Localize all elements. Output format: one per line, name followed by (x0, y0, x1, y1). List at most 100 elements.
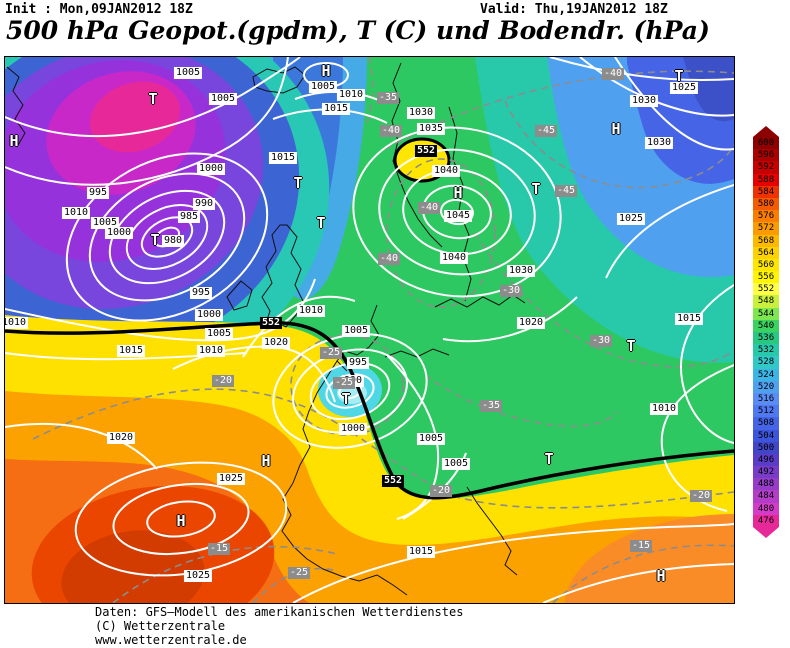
isobar-label: 1010 (649, 403, 679, 415)
chart-title: 500 hPa Geopot.(gpdm), T (C) und Bodendr… (6, 16, 710, 45)
colorbar-entry: 484 (753, 490, 779, 503)
geopotential-552-contour (5, 321, 734, 500)
pressure-center-letter: H (611, 120, 621, 138)
pressure-center-letter: H (656, 567, 666, 585)
colorbar-entry: 560 (753, 258, 779, 272)
isobar-label: 1020 (106, 432, 136, 444)
temperature-label: -30 (589, 335, 613, 347)
colorbar-scale: 600 596 592 588 584 580 576 572 568 564 560 556 552 5… (753, 137, 779, 527)
colorbar-arrow-down-icon (753, 527, 779, 538)
isobar-label: 1005 (204, 328, 234, 340)
colorbar-entry: 532 (753, 344, 779, 357)
geopotential-552-label: 552 (381, 475, 405, 487)
temperature-label: -45 (534, 125, 558, 137)
isobar-label: 1000 (104, 227, 134, 239)
temperature-label: -25 (319, 347, 343, 359)
colorbar-entry: 596 (753, 149, 779, 162)
colorbar-entry: 540 (753, 319, 779, 332)
isobar-label: 1005 (90, 217, 120, 229)
isobar-label: 1000 (338, 423, 368, 435)
pressure-center-letter: H (321, 62, 331, 80)
isobar-label: 1005 (341, 325, 371, 337)
temperature-label: -20 (689, 490, 713, 502)
colorbar-entry: 492 (753, 466, 779, 479)
pressure-center-letter: T (626, 337, 636, 355)
isobar-label: 1010 (5, 317, 29, 329)
isobar-label: 995 (189, 287, 213, 299)
isobar-label: 1010 (296, 305, 326, 317)
isobar-label: 1005 (308, 81, 338, 93)
isobar-label: 1015 (116, 345, 146, 357)
isobar-label: 1015 (406, 546, 436, 558)
isobar-label: 1025 (183, 570, 213, 582)
temperature-label: -35 (376, 92, 400, 104)
isobar-label: 1040 (439, 252, 469, 264)
map-canvas: 1005 1005 1000 995 1010 1005 1000 985 990 980 1015… (4, 56, 735, 604)
colorbar-entry: 528 (753, 356, 779, 369)
isobar-label: 1030 (644, 137, 674, 149)
colorbar-entry: 592 (753, 161, 779, 174)
isobar-label: 1040 (431, 165, 461, 177)
isobar-label: 1015 (674, 313, 704, 325)
colorbar-entry: 588 (753, 173, 779, 186)
colorbar-entry: 556 (753, 271, 779, 284)
isobar-label: 1010 (336, 89, 366, 101)
isobar-label: 1005 (441, 458, 471, 470)
isobar-label: 1030 (506, 265, 536, 277)
pressure-center-letter: T (674, 67, 684, 85)
pressure-center-letter: H (453, 184, 463, 202)
colorbar-entry: 496 (753, 453, 779, 467)
colorbar-entry: 568 (753, 234, 779, 247)
colorbar-entry: 488 (753, 478, 779, 491)
isobar-label: 1025 (616, 213, 646, 225)
footer-credits: Daten: GFS—Modell des amerikanischen Wet… (95, 605, 463, 647)
temperature-label: -15 (629, 540, 653, 552)
isobar-label: 995 (346, 357, 370, 369)
colorbar-entry: 504 (753, 429, 779, 442)
colorbar-arrow-up-icon (753, 126, 779, 137)
temperature-label: -15 (207, 543, 231, 555)
geopotential-552-label: 552 (259, 317, 283, 329)
temperature-label: -30 (499, 285, 523, 297)
colorbar-entry: 536 (753, 332, 779, 345)
isobar-label: 995 (86, 187, 110, 199)
isobar-label: 1010 (61, 207, 91, 219)
isobar-label: 1025 (216, 473, 246, 485)
colorbar-entry: 600 (753, 137, 779, 150)
isobar-label: 1015 (321, 103, 351, 115)
isobar-label: 980 (161, 235, 185, 247)
temperature-label: -40 (417, 202, 441, 214)
pressure-center-letter: T (531, 180, 541, 198)
isobar-label: 1010 (196, 345, 226, 357)
colorbar-entry: 524 (753, 368, 779, 381)
isobar-label: 1020 (516, 317, 546, 329)
pressure-center-letter: T (544, 450, 554, 468)
temperature-label: -25 (287, 567, 311, 579)
pressure-center-letter: T (150, 231, 160, 249)
isobar-label: 1005 (173, 67, 203, 79)
isobar-label: 1035 (416, 123, 446, 135)
map-labels-layer: 1005 1005 1000 995 1010 1005 1000 985 990 980 1015… (5, 57, 734, 603)
temperature-label: -20 (211, 375, 235, 387)
pressure-center-letter: T (148, 90, 158, 108)
colorbar-entry: 576 (753, 210, 779, 223)
footer-line-url: www.wetterzentrale.de (95, 633, 247, 647)
isobar-label: 1020 (261, 337, 291, 349)
isobar-label: 1030 (629, 95, 659, 107)
footer-line-copyright: (C) Wetterzentrale (95, 619, 226, 633)
temperature-label: -40 (379, 125, 403, 137)
pressure-center-letter: H (261, 452, 271, 470)
colorbar-legend: 600 596 592 588 584 580 576 572 568 564 560 556 552 5… (753, 126, 779, 538)
colorbar-entry: 580 (753, 197, 779, 211)
temperature-label: -20 (429, 485, 453, 497)
colorbar-entry: 508 (753, 417, 779, 430)
colorbar-entry: 516 (753, 392, 779, 406)
geopotential-552-label: 552 (414, 145, 438, 157)
pressure-center-letter: T (316, 214, 326, 232)
colorbar-entry: 564 (753, 246, 779, 259)
colorbar-entry: 480 (753, 502, 779, 515)
colorbar-entry: 476 (753, 514, 779, 527)
isobar-label: 1030 (406, 107, 436, 119)
isobar-label: 1045 (443, 210, 473, 222)
